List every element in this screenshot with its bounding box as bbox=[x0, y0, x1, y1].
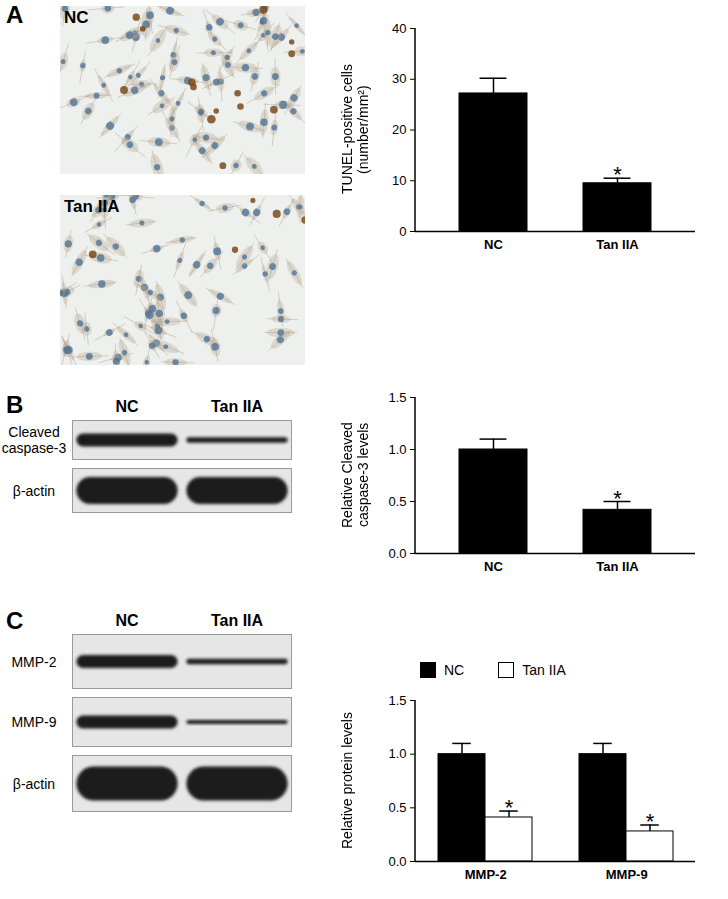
html-text:Relative protein levels: Relative protein levels bbox=[339, 712, 355, 849]
svg-text:10: 10 bbox=[392, 173, 406, 188]
svg-text:1.0: 1.0 bbox=[388, 442, 406, 457]
svg-text:1.0: 1.0 bbox=[388, 746, 406, 761]
html-text:Tan IIA: Tan IIA bbox=[522, 662, 566, 678]
html-text:A: A bbox=[6, 1, 24, 28]
html-text:NC: NC bbox=[444, 662, 465, 678]
svg-text:0.0: 0.0 bbox=[388, 546, 406, 561]
svg-text:*: * bbox=[505, 795, 514, 820]
svg-text:NC: NC bbox=[64, 8, 89, 27]
html-text:NC: NC bbox=[115, 398, 139, 415]
html-text:Tan IIA: Tan IIA bbox=[210, 398, 264, 415]
svg-text:0.5: 0.5 bbox=[388, 800, 406, 815]
svg-text:0.0: 0.0 bbox=[388, 854, 406, 869]
svg-text:Tan IIA: Tan IIA bbox=[596, 559, 639, 574]
svg-text:30: 30 bbox=[392, 71, 406, 86]
svg-text:NC: NC bbox=[484, 559, 503, 574]
html-text:B: B bbox=[6, 391, 24, 418]
svg-text:MMP-2: MMP-2 bbox=[465, 867, 507, 882]
svg-text:Tan IIA: Tan IIA bbox=[64, 197, 119, 216]
html-text:Cleaved caspase-3: Cleaved caspase-3 bbox=[1, 424, 67, 456]
html-text:NC: NC bbox=[115, 612, 139, 629]
html-text:MMP-2: MMP-2 bbox=[11, 653, 57, 670]
svg-text:NC: NC bbox=[484, 237, 503, 252]
svg-text:1.5: 1.5 bbox=[388, 693, 406, 708]
html-text:β-actin: β-actin bbox=[12, 482, 56, 499]
svg-text:Tan IIA: Tan IIA bbox=[596, 237, 639, 252]
html-text:Relative Cleaved caspase-3 lev: Relative Cleaved caspase-3 levels bbox=[339, 422, 371, 528]
svg-text:*: * bbox=[613, 486, 622, 511]
html-text:TUNEL-positive cells (number/m: TUNEL-positive cells (number/mm²) bbox=[339, 64, 371, 195]
html-text:Tan IIA: Tan IIA bbox=[210, 612, 264, 629]
html-text:β-actin: β-actin bbox=[12, 775, 56, 792]
svg-text:1.5: 1.5 bbox=[388, 390, 406, 405]
svg-text:*: * bbox=[646, 809, 655, 834]
svg-text:MMP-9: MMP-9 bbox=[606, 867, 648, 882]
svg-text:0.5: 0.5 bbox=[388, 494, 406, 509]
svg-text:40: 40 bbox=[392, 21, 406, 36]
svg-text:20: 20 bbox=[392, 122, 406, 137]
html-text:MMP-9: MMP-9 bbox=[11, 714, 57, 730]
html-text:C: C bbox=[6, 607, 24, 634]
svg-text:*: * bbox=[613, 162, 622, 187]
svg-text:0: 0 bbox=[399, 224, 406, 239]
